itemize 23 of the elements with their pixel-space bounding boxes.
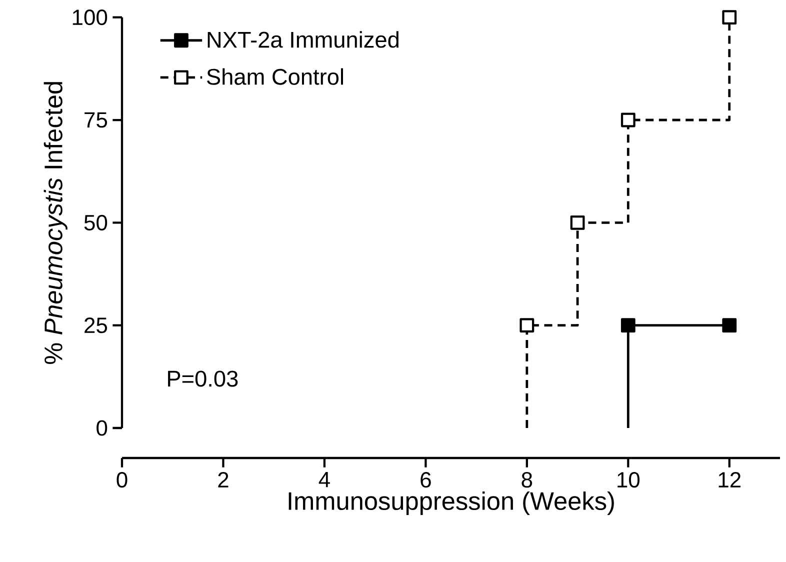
point: [722, 10, 737, 25]
y-tick-label: 50: [84, 214, 108, 230]
y-tick-label: 0: [96, 420, 108, 436]
legend-label: NXT-2a Immunized: [208, 31, 398, 48]
point: [620, 318, 636, 333]
x-tick-label: 10: [618, 472, 640, 488]
x-tick-label: 0: [116, 472, 128, 488]
x-axis-title: Immunosuppression (Weeks): [288, 491, 614, 516]
point: [722, 318, 737, 333]
x-tick-label: 2: [218, 472, 228, 488]
x-tick-label: 12: [718, 472, 741, 488]
x-tick-label: 6: [420, 472, 431, 488]
y-tick-label: 100: [72, 10, 108, 26]
annotation: P=0.03: [168, 370, 238, 387]
x-tick-label: 8: [522, 472, 532, 488]
y-tick-label: 25: [84, 318, 108, 334]
point: [620, 112, 636, 128]
point: [570, 215, 585, 230]
x-tick-label: 4: [318, 472, 330, 488]
legend-label: Sham Control: [206, 68, 343, 85]
point: [520, 318, 534, 333]
y-axis-title: % Pneumocystis Infected: [44, 82, 68, 364]
y-tick-label: 75: [84, 112, 108, 128]
